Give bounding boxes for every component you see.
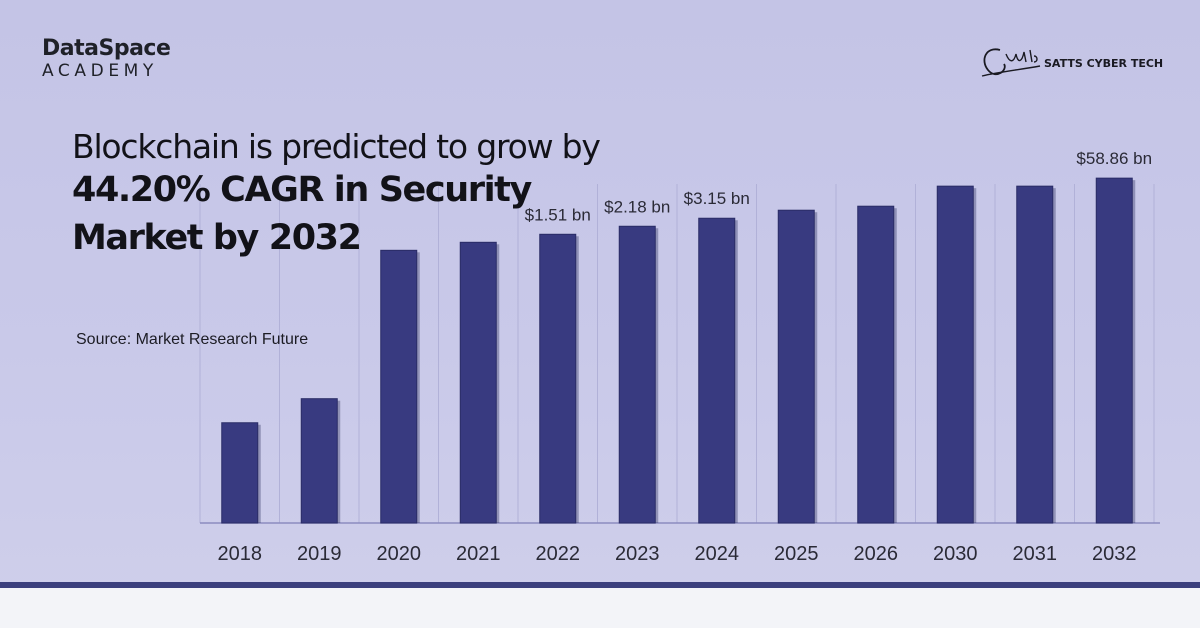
x-tick-label: 2032 [1092, 543, 1137, 565]
data-label: $2.18 bn [604, 197, 670, 216]
x-tick-label: 2031 [1013, 543, 1058, 565]
x-tick-label: 2024 [695, 543, 740, 565]
brand-name-top: DataSpace [42, 36, 171, 61]
x-tick-label: 2018 [218, 543, 263, 565]
bar [539, 233, 577, 524]
headline: Blockchain is predicted to grow by 44.20… [72, 126, 601, 262]
bar [698, 217, 736, 524]
bar [1095, 177, 1133, 524]
data-label: $58.86 bn [1076, 149, 1152, 168]
x-tick-label: 2020 [377, 543, 422, 565]
bar [459, 241, 497, 524]
bar [777, 209, 815, 524]
bar [618, 225, 656, 524]
bar [936, 185, 974, 524]
x-tick-label: 2030 [933, 543, 978, 565]
headline-line-3: Market by 2032 [72, 217, 362, 258]
source-note: Source: Market Research Future [76, 331, 309, 348]
partner-name: SATTS CYBER TECH [1044, 57, 1164, 70]
headline-line-1: Blockchain is predicted to grow by [72, 127, 601, 166]
x-tick-label: 2019 [297, 543, 342, 565]
headline-line-2: 44.20% CAGR in Security [72, 170, 532, 211]
x-tick-label: 2025 [774, 543, 819, 565]
x-tick-label: 2023 [615, 543, 660, 565]
signature-logo-icon [981, 48, 1041, 77]
data-label: $3.15 bn [684, 189, 750, 208]
bar [857, 205, 895, 524]
satts-logo: SATTS CYBER TECH [978, 40, 1168, 90]
bar [300, 398, 338, 524]
footer-divider [0, 582, 1200, 588]
bar [380, 249, 418, 524]
footer-strip [0, 588, 1200, 628]
data-label: $1.51 bn [525, 205, 591, 224]
x-tick-label: 2021 [456, 543, 501, 565]
bar [1016, 185, 1054, 524]
brand-name-bottom: ACADEMY [42, 61, 158, 81]
dataspace-logo: DataSpace ACADEMY [42, 36, 171, 81]
bar [221, 422, 259, 524]
x-tick-label: 2022 [536, 543, 581, 565]
x-tick-label: 2026 [854, 543, 899, 565]
